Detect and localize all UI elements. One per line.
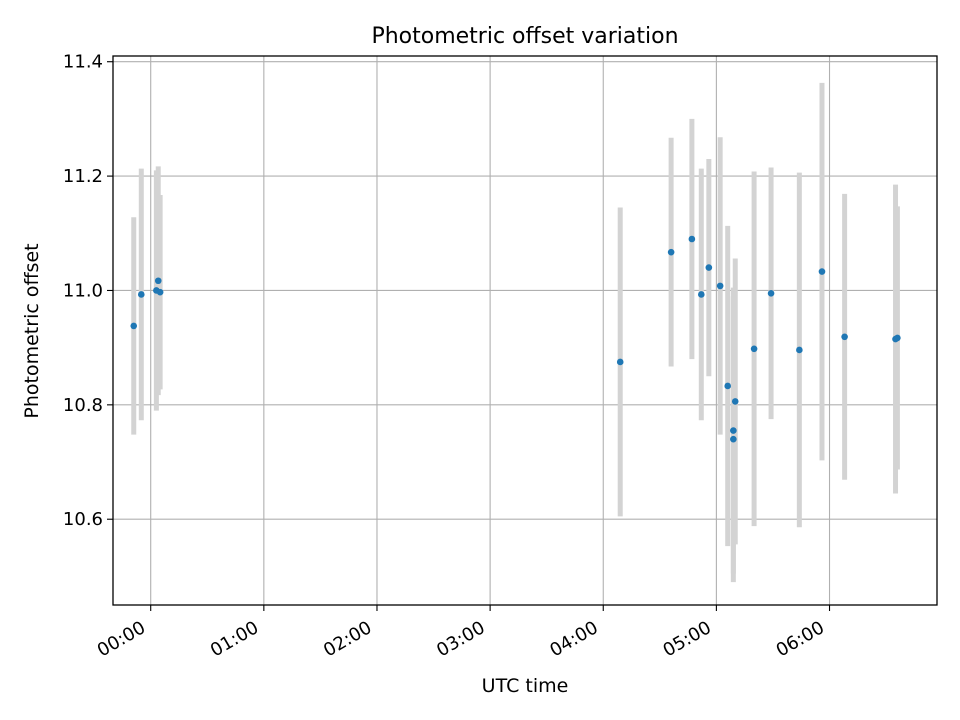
- y-tick-label: 11.2: [63, 166, 103, 187]
- data-point: [730, 435, 737, 443]
- x-axis-label: UTC time: [482, 675, 569, 697]
- data-point: [667, 248, 675, 256]
- data-point: [750, 345, 758, 353]
- x-axis-ticks: 00:00 01:00 02:00 03:00 04:00 05:00 06:00: [94, 605, 831, 661]
- x-tick-label: 05:00: [659, 617, 714, 661]
- chart-title: Photometric offset variation: [371, 24, 678, 49]
- x-tick-label: 00:00: [94, 617, 149, 661]
- y-axis-label: Photometric offset: [21, 243, 43, 418]
- data-point: [716, 282, 724, 290]
- data-point: [156, 288, 164, 296]
- data-point: [796, 346, 803, 354]
- x-tick-label: 06:00: [773, 617, 828, 661]
- plot-frame: [112, 55, 938, 606]
- data-point: [841, 333, 848, 341]
- x-tick-label: 01:00: [207, 617, 262, 661]
- data-point: [154, 277, 162, 285]
- data-point: [767, 290, 775, 297]
- data-point: [698, 291, 705, 298]
- y-tick-label: 10.6: [63, 509, 103, 530]
- data-point: [137, 291, 145, 298]
- data-point: [724, 382, 732, 390]
- x-tick-label: 04:00: [546, 617, 601, 661]
- y-tick-label: 10.8: [63, 395, 103, 416]
- data-point: [705, 264, 713, 271]
- data-point: [130, 322, 138, 330]
- data-point: [688, 235, 696, 243]
- x-tick-label: 02:00: [320, 617, 375, 661]
- x-tick-label: 03:00: [433, 617, 488, 661]
- error-bars: [131, 82, 900, 583]
- y-tick-label: 11.0: [63, 280, 103, 301]
- grid-lines: [113, 56, 937, 605]
- y-axis-ticks: 10.6 10.8 11.0 11.2 11.4: [63, 52, 113, 530]
- data-point: [894, 334, 901, 342]
- y-tick-label: 11.4: [63, 52, 103, 73]
- data-points: [130, 235, 901, 443]
- data-point: [731, 398, 739, 405]
- data-point: [818, 268, 826, 275]
- data-point: [616, 358, 624, 366]
- data-point: [730, 427, 737, 434]
